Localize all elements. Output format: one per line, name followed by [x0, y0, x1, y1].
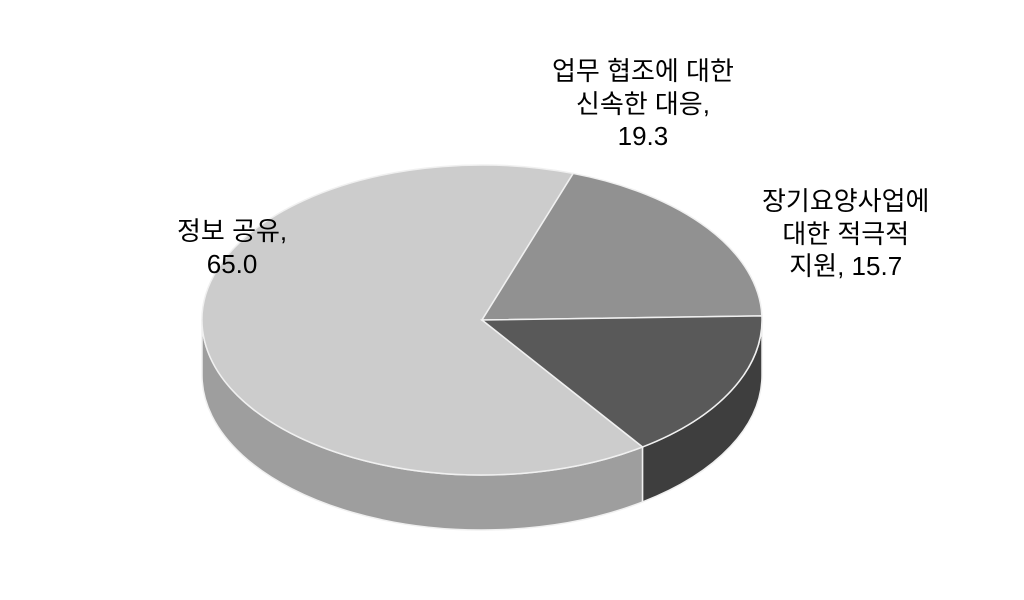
- slice-label-line: 장기요양사업에: [762, 185, 929, 218]
- slice-label-line: 지원, 15.7: [762, 250, 929, 283]
- slice-label-line: 대한 적극적: [762, 218, 929, 251]
- slice-label-line: 19.3: [552, 120, 734, 153]
- slice-label-line: 업무 협조에 대한: [552, 55, 734, 88]
- slice-label: 장기요양사업에대한 적극적지원, 15.7: [762, 185, 929, 283]
- slice-label: 정보 공유,65.0: [177, 215, 287, 280]
- pie-chart: 정보 공유,65.0 업무 협조에 대한신속한 대응,19.3 장기요양사업에대한 …: [62, 20, 962, 580]
- slice-label: 업무 협조에 대한신속한 대응,19.3: [552, 55, 734, 153]
- slice-label-line: 신속한 대응,: [552, 88, 734, 121]
- slice-label-line: 정보 공유,: [177, 215, 287, 248]
- slice-label-line: 65.0: [177, 248, 287, 281]
- pie-chart-svg: [62, 20, 962, 580]
